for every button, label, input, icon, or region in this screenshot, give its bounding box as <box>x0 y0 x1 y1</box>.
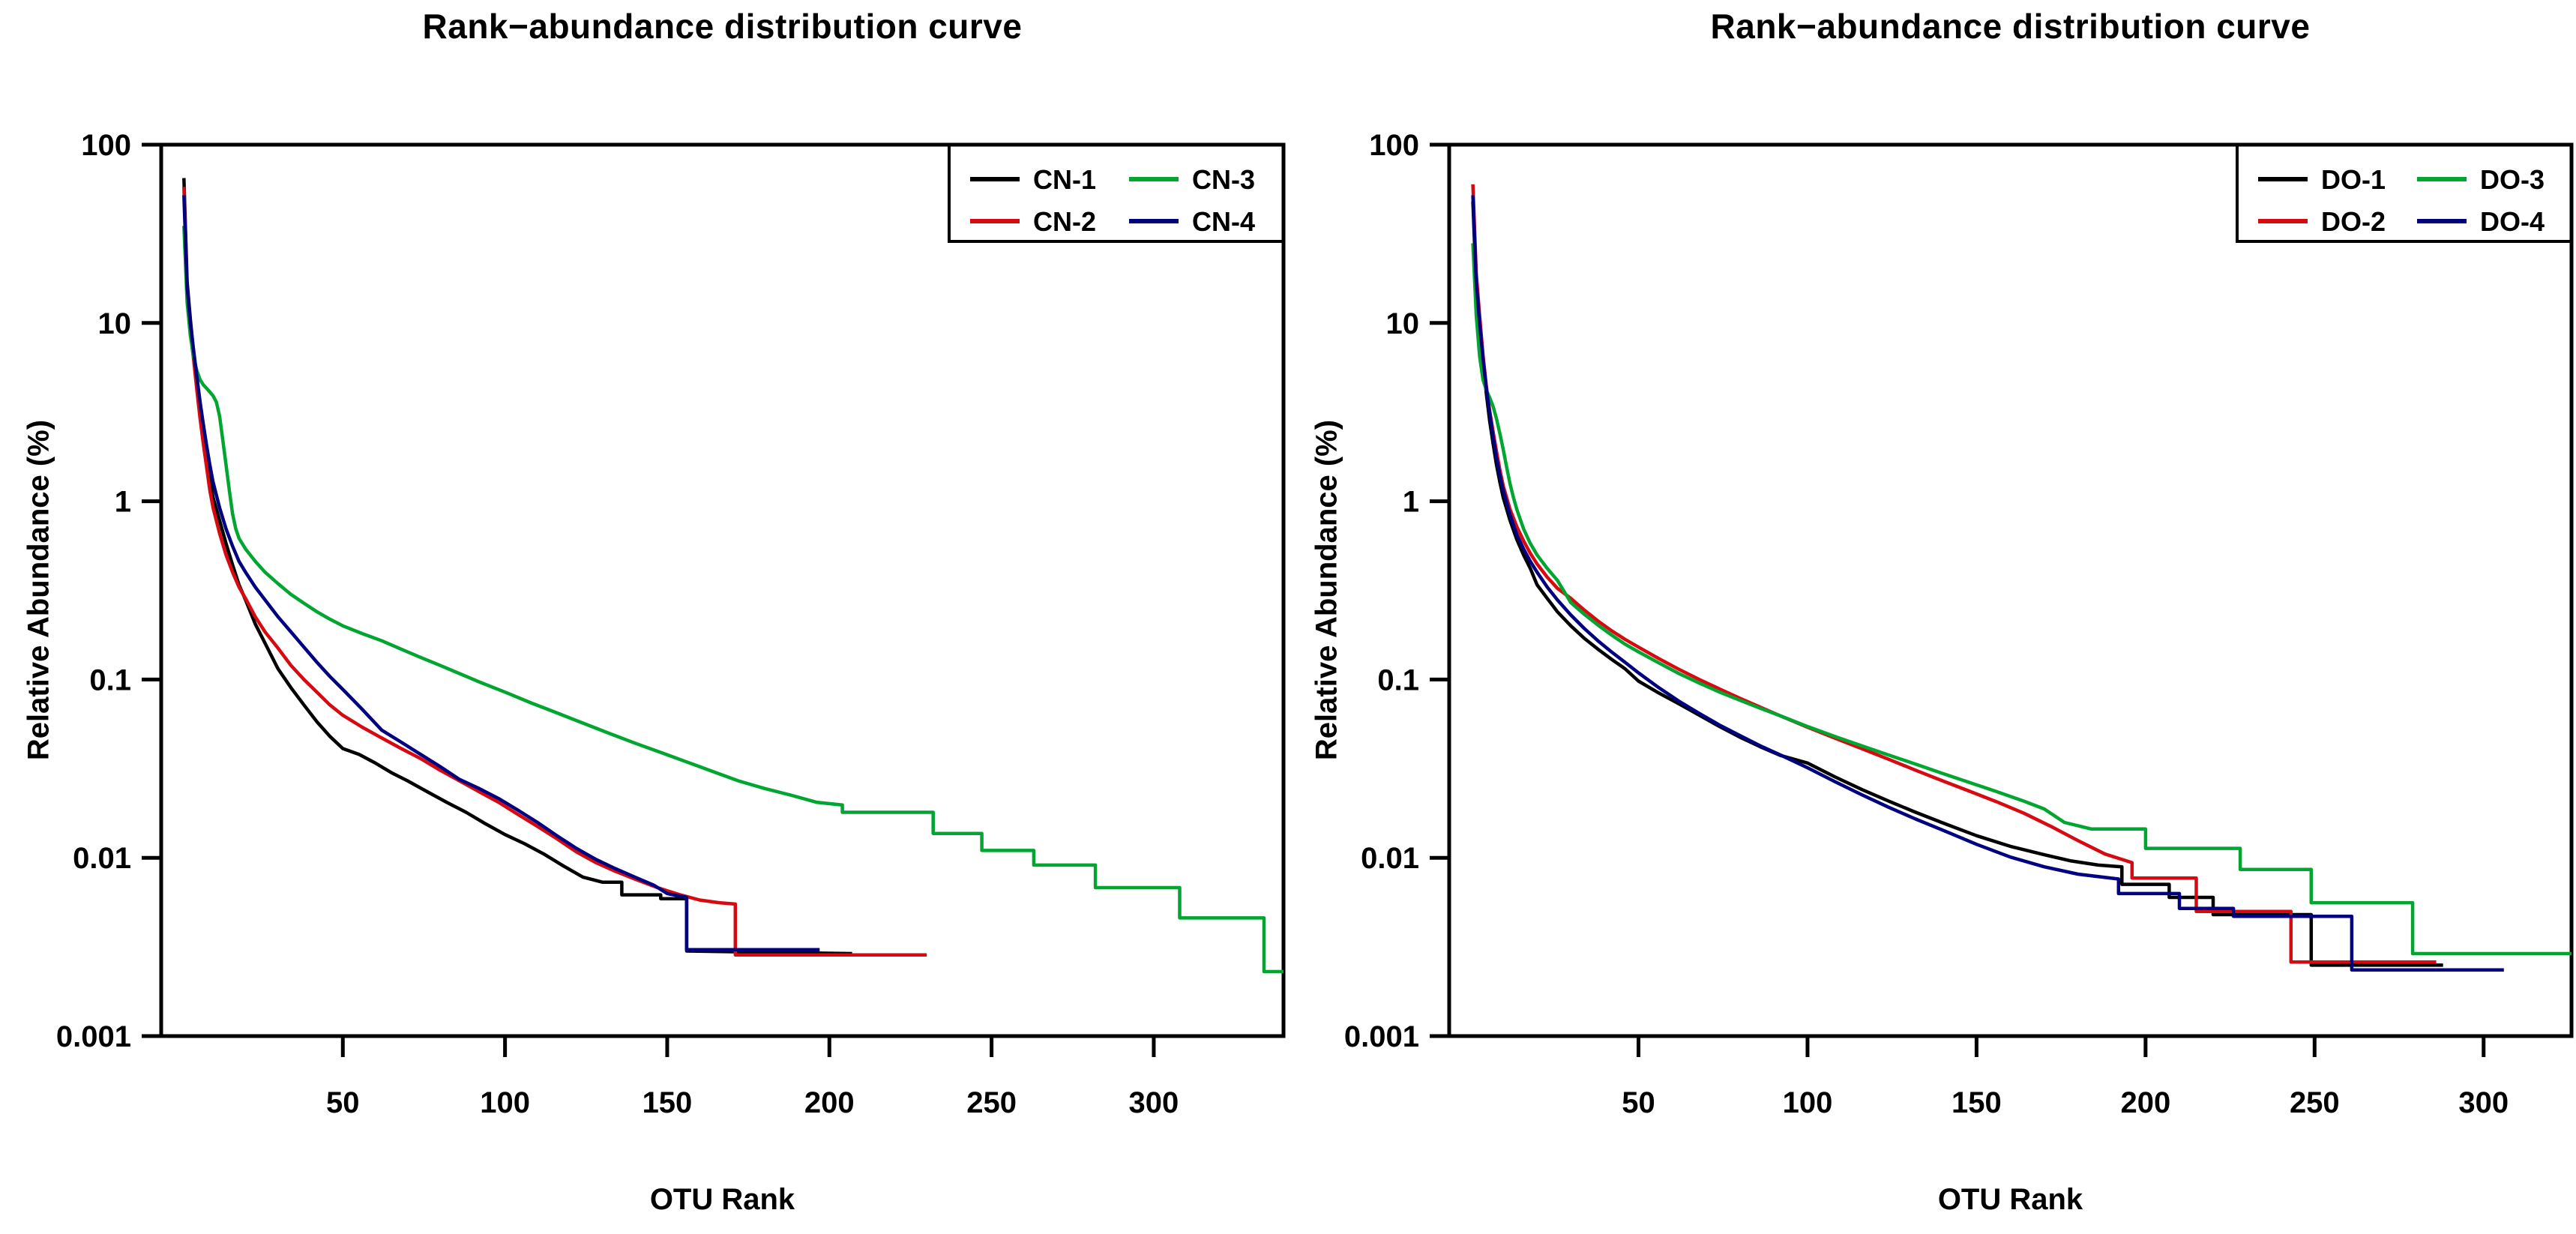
x-axis-label: OTU Rank <box>649 1183 795 1216</box>
x-tick-label: 200 <box>2120 1086 2170 1119</box>
series-line-DO-2 <box>1471 184 2437 964</box>
legend-label: CN-3 <box>1192 164 1255 195</box>
series-line-DO-3 <box>1471 243 2572 956</box>
series-line-CN-4 <box>182 195 820 952</box>
plot-box <box>1447 142 2574 1038</box>
chart-title: Rank−abundance distribution curve <box>422 7 1023 46</box>
x-tick-label: 300 <box>2458 1086 2509 1119</box>
legend-label: CN-4 <box>1192 206 1255 237</box>
y-tick-label: 100 <box>1369 129 1419 162</box>
x-tick-label: 50 <box>326 1086 360 1119</box>
legend-label: DO-1 <box>2321 164 2386 195</box>
legend-label: DO-3 <box>2480 164 2545 195</box>
legend-label: CN-1 <box>1033 164 1096 195</box>
y-tick-label: 0.1 <box>1377 663 1419 696</box>
x-tick-label: 100 <box>480 1086 530 1119</box>
panel-left: Rank−abundance distribution curve Relati… <box>22 7 1286 1216</box>
y-tick-label: 0.1 <box>89 663 131 696</box>
x-axis-label: OTU Rank <box>1937 1183 2083 1216</box>
y-tick-label: 0.01 <box>1361 842 1419 875</box>
series-line-CN-2 <box>182 187 927 957</box>
x-tick-label: 300 <box>1129 1086 1179 1119</box>
legend-label: CN-2 <box>1033 206 1096 237</box>
x-tick-label: 50 <box>1622 1086 1655 1119</box>
panel-right: Rank−abundance distribution curve Relati… <box>1288 0 2576 1234</box>
y-tick-label: 1 <box>1403 486 1419 519</box>
y-tick-label: 10 <box>1386 307 1420 340</box>
x-tick-label: 250 <box>2290 1086 2340 1119</box>
y-tick-label: 10 <box>98 307 132 340</box>
legend-label: DO-2 <box>2321 206 2386 237</box>
x-tick-label: 150 <box>1951 1086 2002 1119</box>
x-tick-label: 150 <box>643 1086 693 1119</box>
plot-box <box>159 142 1286 1038</box>
x-tick-label: 100 <box>1783 1086 1833 1119</box>
legend-label: DO-4 <box>2480 206 2545 237</box>
chart-title: Rank−abundance distribution curve <box>1710 7 2311 46</box>
plot-svg-1: 100 10 1 0.1 0.01 0.001 50 100 150 200 250 300 DO-1 D… <box>1344 129 2574 1119</box>
y-tick-label: 100 <box>81 129 131 162</box>
series-line-DO-1 <box>1471 201 2443 967</box>
y-tick-label: 0.01 <box>73 842 131 875</box>
x-tick-label: 250 <box>966 1086 1017 1119</box>
series-line-DO-4 <box>1471 195 2504 972</box>
series-line-CN-3 <box>182 226 1284 974</box>
plot-svg-0: 100 10 1 0.1 0.01 0.001 50 100 150 200 250 300 CN-1 C… <box>56 129 1286 1119</box>
legend-box <box>948 143 1285 243</box>
y-tick-label: 0.001 <box>56 1020 131 1053</box>
y-tick-label: 0.001 <box>1344 1020 1419 1053</box>
legend-box <box>2236 143 2573 243</box>
x-tick-label: 200 <box>804 1086 855 1119</box>
series-line-CN-1 <box>182 178 852 956</box>
y-tick-label: 1 <box>115 486 131 519</box>
